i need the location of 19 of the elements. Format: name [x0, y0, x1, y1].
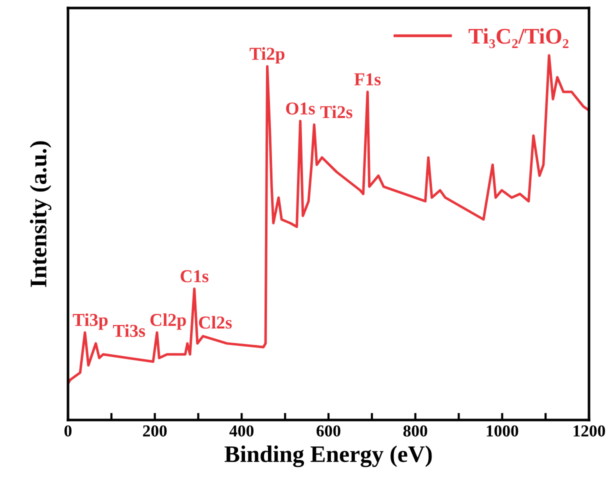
- y-axis-title: Intensity (a.u.): [30, 141, 52, 287]
- annotation: F1s: [354, 73, 381, 86]
- x-tick-label: 800: [403, 425, 428, 437]
- x-tick-label: 1200: [574, 425, 606, 437]
- x-tick-label: 0: [64, 425, 72, 437]
- annotation: Cl2p: [150, 313, 186, 330]
- annotation: Ti3p: [72, 313, 108, 330]
- x-tick-label: 400: [229, 425, 254, 437]
- x-tick-label: 200: [143, 425, 167, 437]
- x-tick-label: 1000: [486, 425, 518, 437]
- annotation: Ti2s: [320, 106, 352, 118]
- annotation: C1s: [180, 270, 208, 282]
- annotation: Ti2p: [250, 47, 284, 64]
- legend-label: Ti₃C₂/TiO₂: [468, 28, 568, 48]
- annotation: Ti3s: [113, 324, 146, 337]
- annotation: O1s: [286, 102, 315, 115]
- x-axis-title: Binding Energy (eV): [224, 446, 432, 468]
- x-tick-label: 600: [316, 425, 340, 437]
- annotation: Cl2s: [199, 316, 232, 329]
